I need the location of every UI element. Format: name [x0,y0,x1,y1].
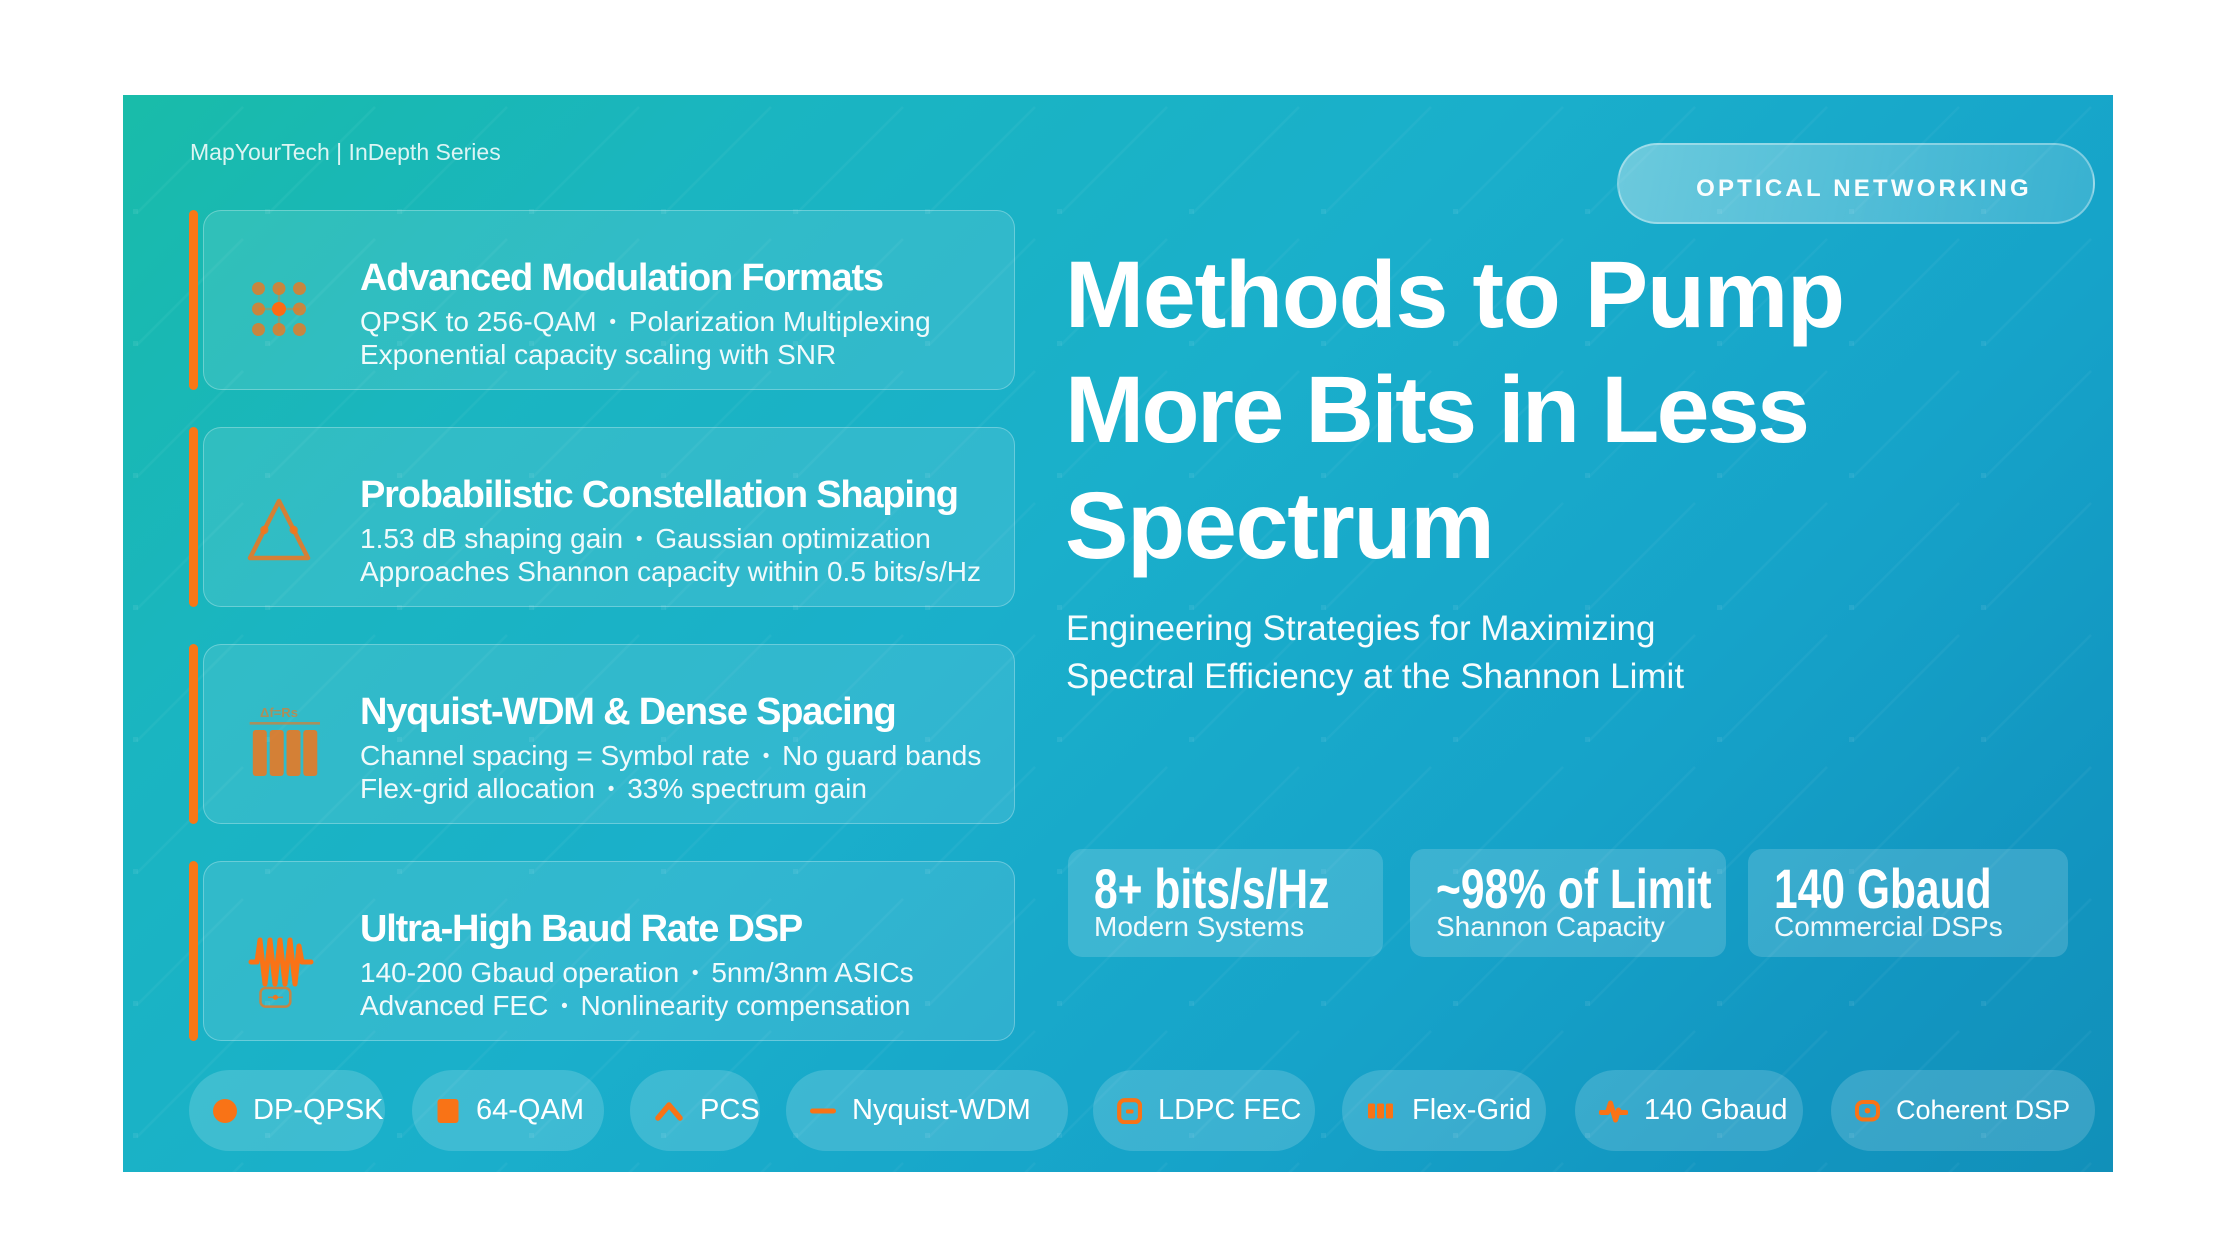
svg-text:Δf=Rs: Δf=Rs [260,705,298,720]
